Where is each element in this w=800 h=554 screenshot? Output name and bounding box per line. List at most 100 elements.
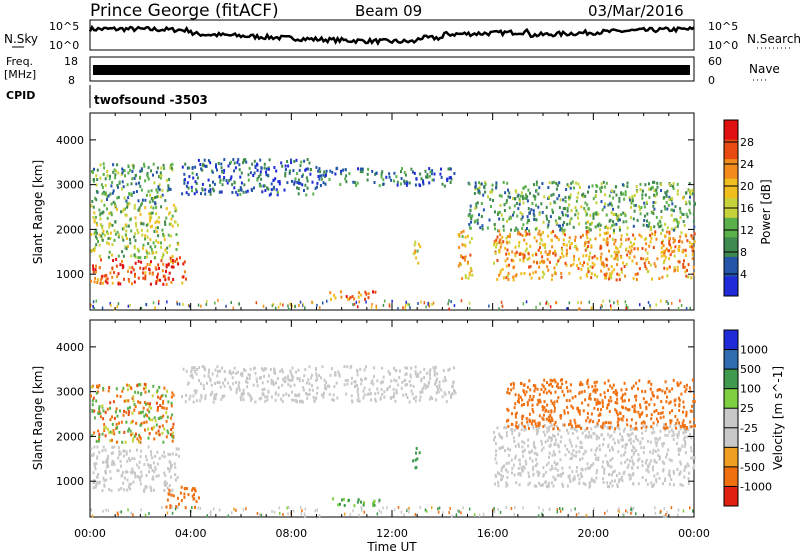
scatter-cell — [632, 427, 635, 431]
scatter-cell — [404, 383, 407, 387]
scatter-cell — [305, 381, 308, 385]
scatter-cell — [561, 507, 564, 511]
scatter-cell — [644, 429, 647, 433]
scatter-cell — [153, 181, 156, 185]
scatter-cell — [660, 400, 663, 403]
scatter-cell — [92, 205, 95, 209]
scatter-cell — [478, 213, 480, 217]
scatter-cell — [441, 395, 444, 399]
scatter-cell — [681, 250, 684, 254]
scatter-cell — [673, 249, 676, 253]
scatter-cell — [448, 511, 450, 515]
scatter-cell — [320, 174, 323, 178]
scatter-cell — [689, 409, 692, 413]
scatter-cell — [373, 181, 376, 184]
scatter-cell — [652, 421, 655, 425]
scatter-cell — [562, 213, 564, 217]
scatter-cell — [464, 235, 467, 239]
scatter-cell — [131, 169, 134, 173]
scatter-cell — [544, 433, 546, 437]
scatter-cell — [511, 471, 513, 475]
scatter-cell — [649, 306, 652, 310]
scatter-cell — [547, 234, 550, 238]
scatter-cell — [152, 241, 155, 245]
scatter-cell — [612, 383, 615, 387]
scatter-cell — [590, 272, 593, 276]
scatter-cell — [294, 177, 297, 181]
scatter-cell — [314, 186, 317, 190]
scatter-cell — [545, 484, 548, 488]
scatter-cell — [146, 251, 149, 255]
scatter-cell — [526, 215, 529, 219]
scatter-cell — [493, 506, 495, 510]
scatter-cell — [245, 507, 247, 511]
scatter-cell — [432, 301, 435, 305]
scatter-cell — [506, 476, 509, 479]
scatter-cell — [607, 443, 610, 447]
scatter-cell — [552, 475, 555, 479]
scatter-cell — [685, 387, 688, 391]
scatter-cell — [108, 488, 111, 491]
scatter-cell — [154, 196, 157, 199]
scatter-cell — [579, 307, 581, 311]
scatter-cell — [164, 199, 167, 203]
scatter-cell — [357, 498, 360, 502]
scatter-cell — [254, 371, 257, 375]
scatter-cell — [318, 374, 321, 377]
scatter-cell — [523, 196, 526, 200]
scatter-cell — [632, 277, 635, 281]
scatter-cell — [405, 393, 408, 396]
scatter-cell — [403, 171, 406, 175]
scatter-cell — [90, 508, 93, 512]
scatter-cell — [239, 193, 242, 196]
scatter-cell — [156, 462, 159, 466]
freq-panel — [89, 56, 695, 82]
scatter-cell — [393, 508, 396, 512]
scatter-cell — [223, 158, 226, 162]
scatter-cell — [603, 469, 606, 473]
scatter-cell — [307, 378, 310, 382]
scatter-cell — [649, 459, 652, 463]
scatter-cell — [620, 237, 622, 241]
scatter-cell — [663, 266, 666, 270]
scatter-cell — [448, 176, 451, 180]
scatter-cell — [197, 303, 200, 307]
scatter-cell — [113, 416, 116, 420]
scatter-cell — [293, 182, 296, 186]
scatter-cell — [421, 390, 424, 394]
scatter-cell — [424, 508, 427, 512]
scatter-cell — [680, 425, 683, 429]
scatter-cell — [533, 484, 536, 488]
scatter-cell — [514, 254, 517, 258]
scatter-cell — [606, 463, 609, 467]
scatter-cell — [669, 419, 672, 423]
scatter-cell — [547, 220, 550, 223]
scatter-cell — [498, 217, 501, 221]
scatter-cell — [140, 392, 142, 396]
scatter-cell — [616, 425, 619, 429]
scatter-cell — [312, 192, 315, 196]
scatter-cell — [284, 164, 287, 168]
scatter-cell — [286, 160, 289, 163]
scatter-cell — [236, 193, 239, 197]
scatter-cell — [510, 382, 512, 386]
scatter-cell — [629, 424, 632, 428]
scatter-cell — [200, 394, 203, 398]
scatter-cell — [236, 370, 239, 374]
scatter-cell — [170, 428, 173, 432]
scatter-cell — [287, 512, 289, 516]
scatter-cell — [571, 470, 574, 474]
scatter-cell — [635, 381, 638, 385]
scatter-cell — [560, 435, 563, 439]
scatter-cell — [649, 228, 652, 232]
scatter-cell — [645, 414, 648, 417]
nave-tick-top: 60 — [708, 55, 722, 68]
scatter-cell — [549, 378, 552, 382]
scatter-cell — [669, 474, 671, 478]
scatter-cell — [122, 185, 125, 189]
scatter-cell — [467, 276, 470, 280]
scatter-cell — [138, 475, 141, 479]
scatter-cell — [574, 421, 577, 425]
scatter-cell — [357, 295, 360, 299]
scatter-cell — [564, 453, 567, 457]
